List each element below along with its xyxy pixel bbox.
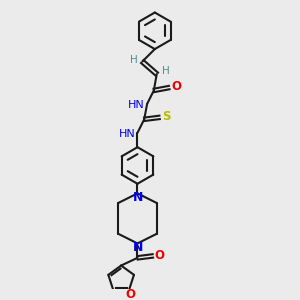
Text: S: S [162, 110, 171, 123]
Text: O: O [154, 249, 165, 262]
Text: HN: HN [128, 100, 145, 110]
Text: HN: HN [118, 129, 135, 139]
Text: N: N [133, 241, 144, 254]
Text: O: O [125, 288, 135, 300]
Text: O: O [171, 80, 181, 93]
Text: H: H [130, 55, 137, 64]
Text: N: N [133, 191, 144, 204]
Text: H: H [161, 66, 169, 76]
